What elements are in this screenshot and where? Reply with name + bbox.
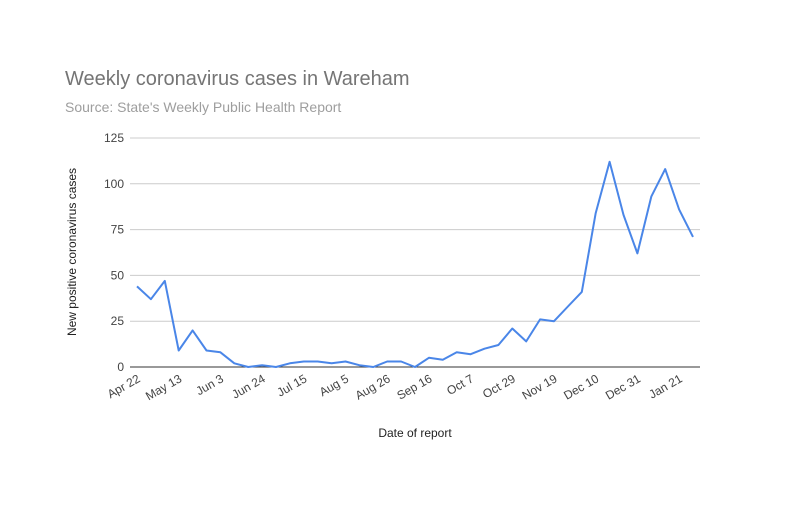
y-tick-label: 25 (111, 314, 125, 328)
data-line (136, 160, 694, 368)
x-tick-label: May 13 (143, 371, 184, 403)
x-tick-label: Dec 31 (603, 371, 643, 402)
y-tick-label: 100 (104, 177, 124, 191)
x-tick-label: Apr 22 (105, 371, 143, 401)
y-axis-title: New positive coronavirus cases (65, 168, 79, 336)
x-tick-label: Dec 10 (561, 371, 601, 402)
chart-title: Weekly coronavirus cases in Wareham (65, 68, 410, 90)
x-tick-label: Jul 15 (275, 371, 310, 399)
x-tick-label: Jun 24 (229, 371, 267, 401)
y-tick-label: 125 (104, 131, 124, 145)
y-tick-label: 0 (117, 360, 124, 374)
x-tick-label: Nov 19 (520, 371, 560, 402)
x-tick-label: Jun 3 (193, 371, 226, 398)
chart-subtitle: Source: State's Weekly Public Health Rep… (65, 99, 341, 115)
y-tick-label: 50 (111, 268, 125, 282)
x-tick-label: Oct 7 (444, 371, 476, 398)
x-axis-title: Date of report (378, 426, 452, 440)
x-tick-label: Aug 5 (317, 371, 351, 399)
x-tick-label: Oct 29 (480, 371, 518, 401)
y-tick-label: 75 (111, 223, 125, 237)
x-tick-label: Jan 21 (646, 371, 684, 401)
x-tick-label: Aug 26 (353, 371, 393, 402)
x-tick-label: Sep 16 (394, 371, 434, 402)
